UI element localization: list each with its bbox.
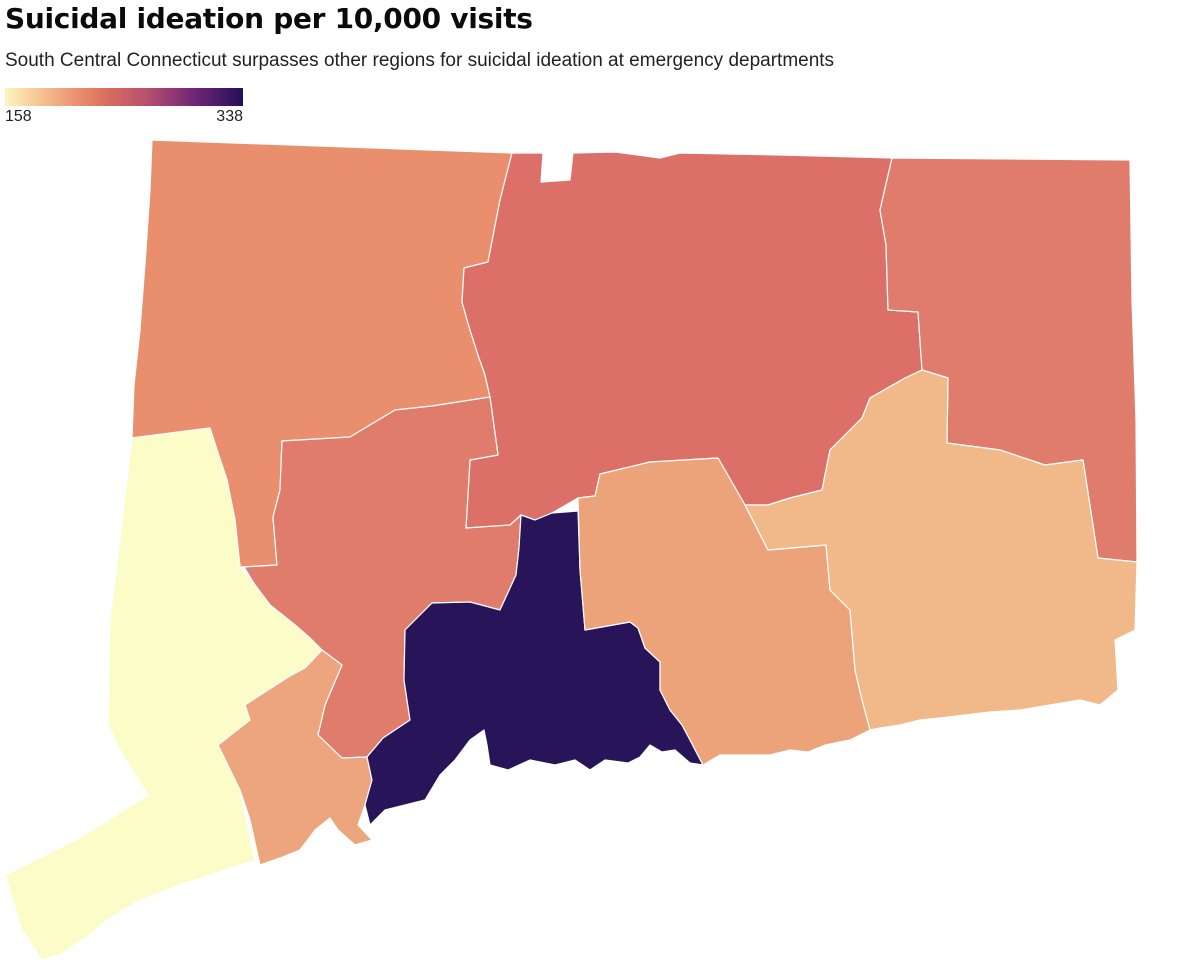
- chart-subtitle: South Central Connecticut surpasses othe…: [5, 50, 835, 71]
- color-legend: 158 338: [5, 88, 243, 126]
- region-southeastern[interactable]: [744, 369, 1138, 731]
- chart-title: Suicidal ideation per 10,000 visits: [5, 2, 533, 35]
- legend-min-label: 158: [5, 108, 32, 125]
- region-greater-bridgeport[interactable]: [217, 649, 373, 866]
- region-western[interactable]: [4, 427, 323, 961]
- legend-max-label: 338: [216, 108, 243, 125]
- legend-labels: 158 338: [5, 106, 243, 126]
- legend-gradient-bar: [5, 88, 243, 106]
